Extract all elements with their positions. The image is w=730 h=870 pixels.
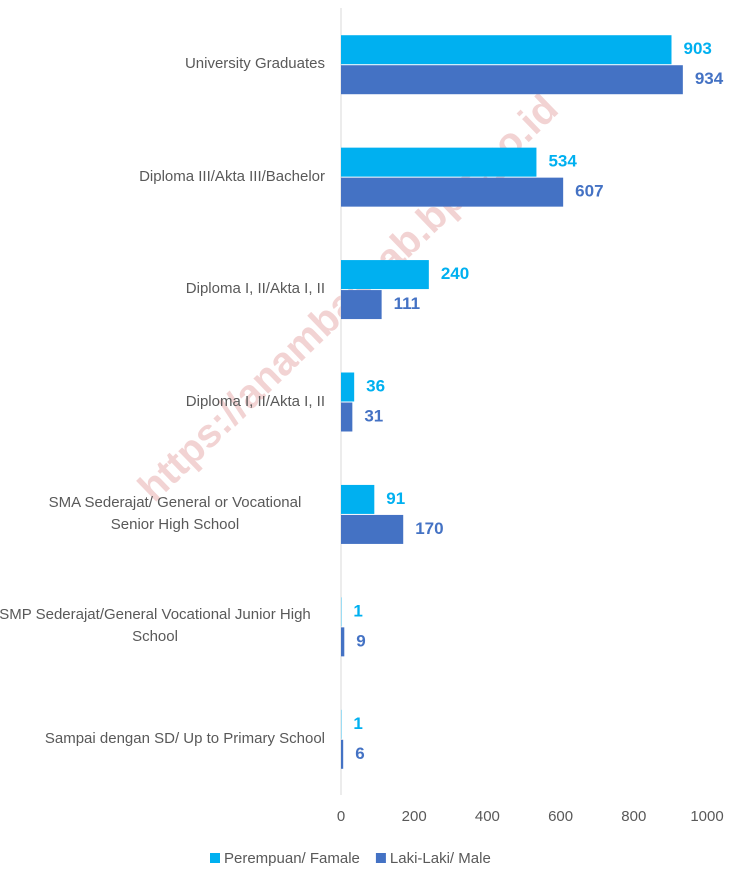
x-tick-label: 600	[548, 808, 573, 825]
bar	[341, 65, 683, 95]
bar	[341, 627, 345, 657]
data-label: 36	[366, 376, 385, 395]
bar	[341, 514, 404, 544]
legend-swatch	[375, 853, 386, 863]
data-label: 31	[364, 406, 383, 425]
y-tick-label: Diploma III/Akta III/Bachelor	[139, 167, 325, 185]
bar	[341, 290, 382, 320]
data-label: 534	[548, 152, 577, 171]
category-label-box: University Graduates	[0, 53, 325, 75]
bar	[341, 739, 344, 769]
data-label: 934	[695, 69, 724, 88]
y-tick-label: University Graduates	[184, 55, 325, 73]
bar	[341, 484, 375, 514]
data-label: 240	[441, 264, 469, 283]
bar	[341, 177, 564, 207]
legend-swatch	[210, 853, 220, 863]
data-label: 91	[386, 489, 405, 508]
data-label: 1	[353, 714, 362, 733]
x-tick-label: 200	[402, 808, 427, 825]
data-label: 903	[683, 39, 711, 58]
category-label-box: Diploma I, II/Akta I, II	[0, 391, 325, 413]
data-label: 170	[415, 519, 443, 538]
y-tick-label: Sampai dengan SD/ Up to Primary School	[44, 729, 325, 747]
category-label-box: Diploma I, II/Akta I, II	[0, 278, 325, 300]
bar	[341, 372, 355, 402]
y-tick-label: SMP Sederajat/General Vocational Junior …	[0, 606, 311, 646]
bar	[341, 147, 537, 177]
x-tick-label: 0	[337, 808, 345, 825]
y-tick-label: SMA Sederajat/ General or Vocational Sen…	[48, 493, 302, 533]
category-label-box: Diploma III/Akta III/Bachelor	[0, 166, 325, 188]
category-label-box: SMA Sederajat/ General or Vocational Sen…	[0, 492, 325, 536]
x-tick-label: 1000	[690, 808, 723, 825]
bar	[341, 35, 672, 65]
legend-label: Laki-Laki/ Male	[390, 850, 491, 867]
bar	[341, 260, 429, 290]
legend-label: Perempuan/ Famale	[224, 850, 360, 867]
category-label-box: SMP Sederajat/General Vocational Junior …	[0, 604, 325, 648]
category-label-box: Sampai dengan SD/ Up to Primary School	[0, 728, 325, 750]
data-label: 111	[394, 294, 421, 313]
data-label: 6	[355, 744, 364, 763]
bar	[341, 402, 353, 432]
data-label: 1	[353, 601, 362, 620]
y-tick-label: Diploma I, II/Akta I, II	[185, 392, 325, 410]
x-tick-label: 800	[621, 808, 646, 825]
data-label: 607	[575, 182, 603, 201]
x-tick-label: 400	[475, 808, 500, 825]
data-label: 9	[356, 631, 365, 650]
y-tick-label: Diploma I, II/Akta I, II	[185, 280, 325, 298]
